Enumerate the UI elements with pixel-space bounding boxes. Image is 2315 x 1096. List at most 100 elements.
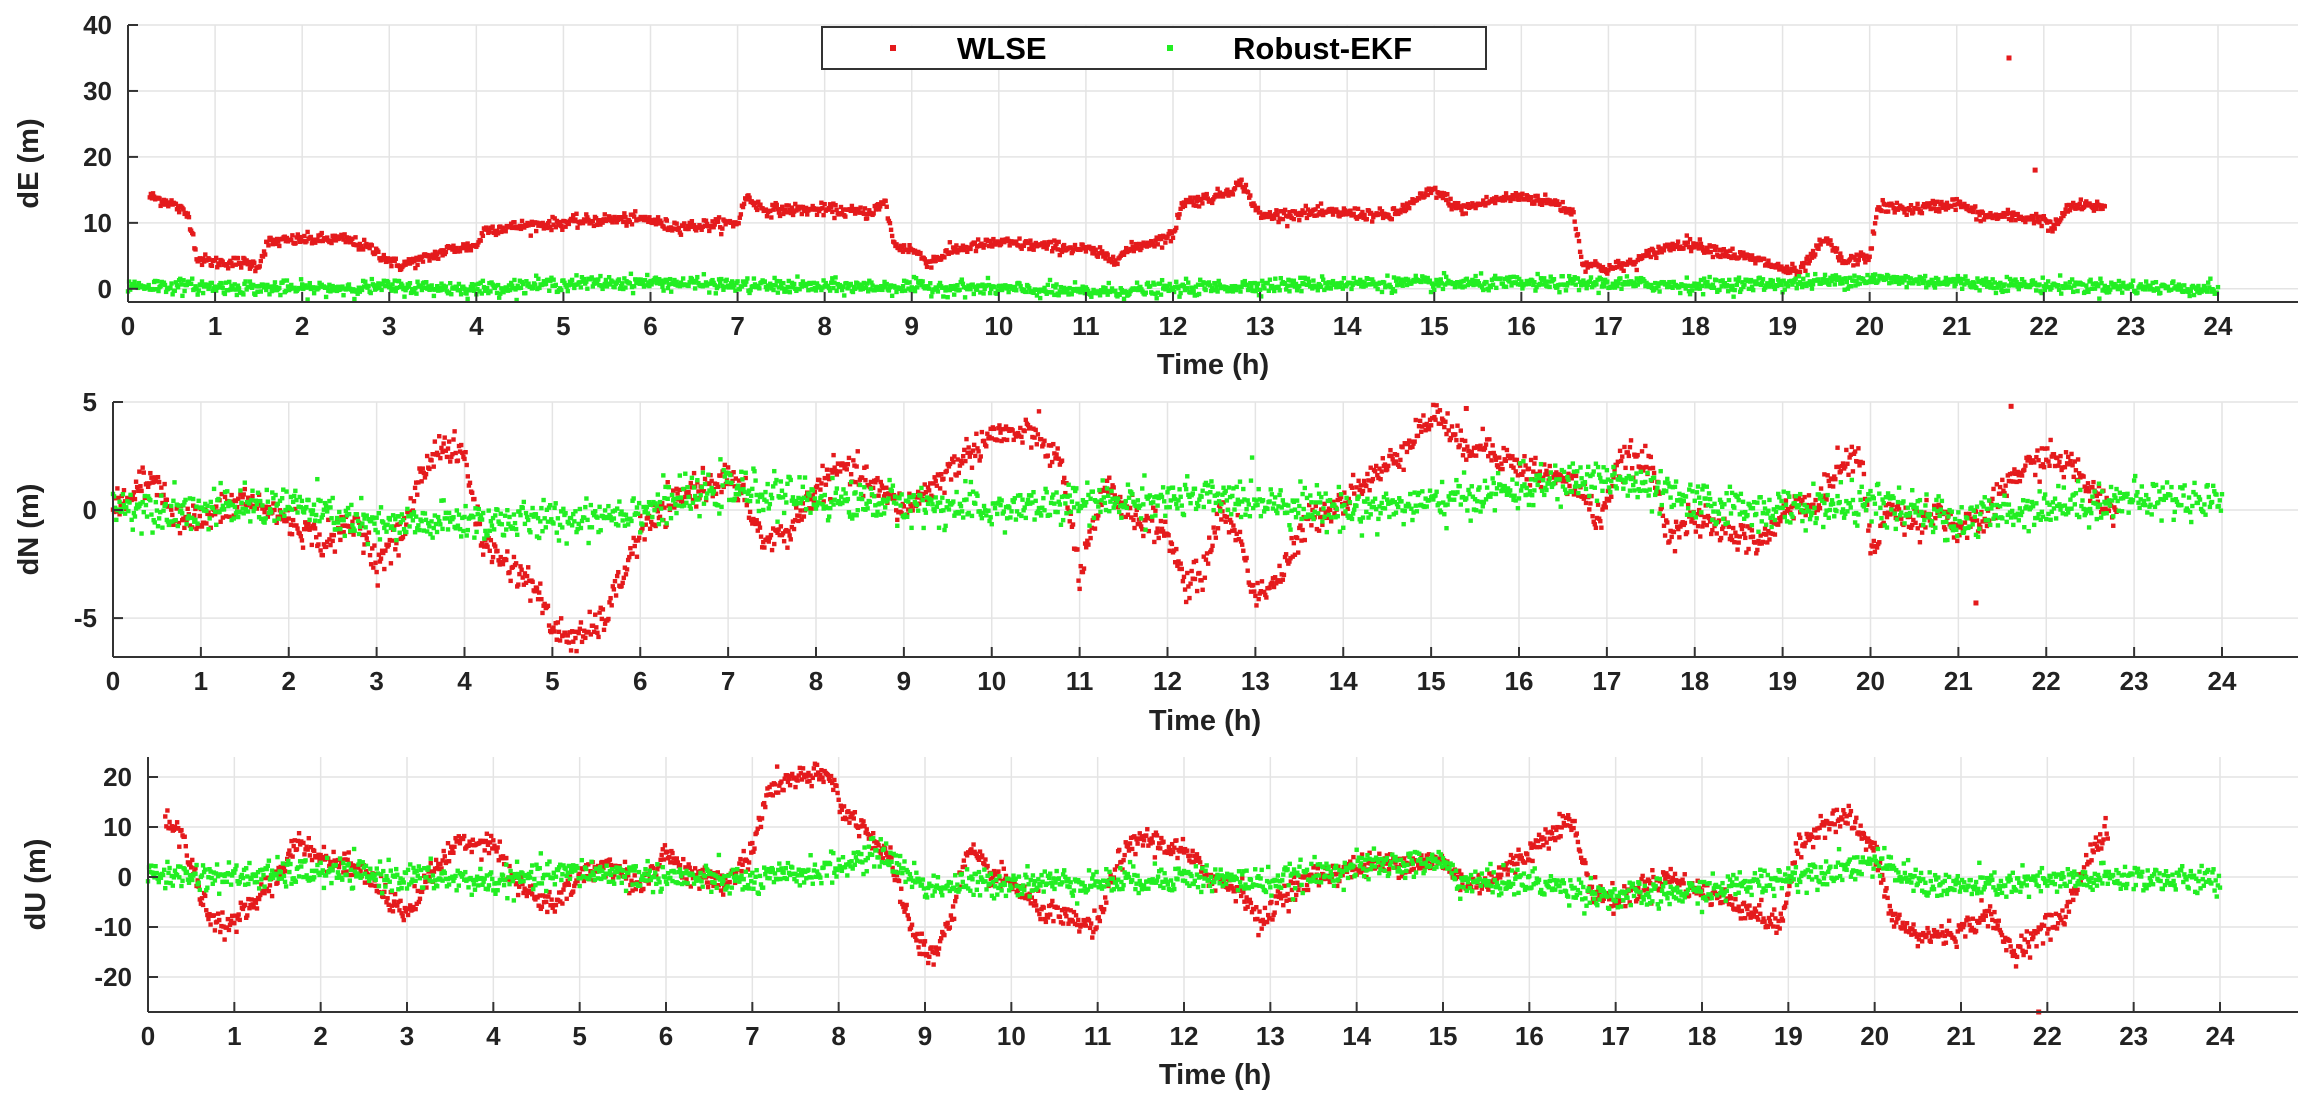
data-point bbox=[662, 505, 667, 510]
data-point bbox=[1629, 279, 1634, 284]
data-point bbox=[716, 215, 722, 220]
data-point bbox=[934, 286, 939, 292]
data-point bbox=[1927, 204, 1932, 209]
data-point bbox=[1034, 293, 1040, 298]
data-point bbox=[1581, 278, 1586, 283]
data-point bbox=[1284, 287, 1289, 292]
data-point bbox=[680, 276, 686, 281]
data-point bbox=[978, 454, 983, 459]
data-point bbox=[1302, 210, 1307, 216]
data-point bbox=[272, 507, 277, 513]
data-point bbox=[884, 204, 889, 209]
data-point bbox=[1813, 271, 1818, 277]
data-point bbox=[1010, 428, 1015, 433]
data-point bbox=[347, 240, 353, 245]
data-point bbox=[424, 280, 429, 285]
data-point bbox=[1621, 268, 1626, 273]
data-point bbox=[2073, 206, 2078, 211]
data-point bbox=[182, 288, 187, 294]
data-point bbox=[1097, 293, 1103, 298]
data-point bbox=[1387, 282, 1392, 288]
data-point bbox=[699, 227, 704, 232]
data-point bbox=[193, 284, 198, 289]
data-point bbox=[1317, 514, 1323, 520]
data-point bbox=[680, 500, 686, 506]
data-point bbox=[565, 633, 570, 638]
data-point bbox=[555, 620, 561, 625]
data-point bbox=[828, 497, 833, 502]
data-point bbox=[1011, 437, 1016, 443]
data-point bbox=[185, 211, 191, 216]
data-point bbox=[1493, 200, 1498, 206]
data-point bbox=[1252, 589, 1257, 594]
data-point bbox=[710, 277, 715, 283]
data-point bbox=[408, 496, 413, 501]
data-point bbox=[784, 289, 789, 294]
data-point bbox=[295, 526, 300, 531]
data-point bbox=[608, 215, 613, 220]
data-point bbox=[1150, 291, 1155, 296]
data-point bbox=[494, 228, 500, 234]
data-point bbox=[455, 458, 461, 463]
data-point bbox=[959, 461, 965, 466]
data-point bbox=[809, 506, 814, 511]
data-point bbox=[150, 191, 156, 196]
data-point bbox=[821, 499, 826, 504]
data-point bbox=[366, 530, 372, 535]
data-point bbox=[571, 639, 576, 644]
data-point bbox=[2077, 201, 2082, 207]
data-point bbox=[771, 207, 776, 212]
data-point bbox=[341, 530, 346, 535]
data-point bbox=[1014, 288, 1019, 293]
data-point bbox=[1634, 267, 1639, 273]
data-point bbox=[1080, 569, 1086, 575]
data-point bbox=[469, 281, 475, 287]
data-point bbox=[955, 457, 960, 462]
data-point bbox=[1100, 249, 1105, 254]
data-point bbox=[1018, 425, 1023, 431]
data-point bbox=[1804, 283, 1809, 289]
data-point bbox=[1855, 262, 1860, 267]
data-point bbox=[283, 288, 289, 294]
data-point bbox=[412, 485, 418, 491]
data-point bbox=[1619, 266, 1624, 271]
data-point bbox=[1854, 252, 1859, 257]
data-point bbox=[840, 284, 846, 290]
data-point bbox=[139, 488, 144, 494]
data-point bbox=[1798, 281, 1804, 286]
data-point bbox=[894, 289, 899, 295]
data-point bbox=[1770, 278, 1775, 284]
data-point bbox=[1057, 462, 1063, 467]
data-point bbox=[790, 212, 796, 218]
x-tick-label: 15 bbox=[1420, 311, 1449, 341]
data-point bbox=[392, 278, 397, 283]
data-point bbox=[185, 506, 190, 512]
data-point bbox=[1863, 260, 1868, 265]
data-point bbox=[1289, 535, 1294, 541]
data-point bbox=[2148, 284, 2153, 289]
data-point bbox=[1605, 271, 1610, 276]
data-point bbox=[1928, 206, 1933, 212]
data-point bbox=[709, 478, 714, 484]
data-point bbox=[825, 473, 831, 478]
data-point bbox=[855, 449, 860, 454]
data-point bbox=[733, 476, 739, 481]
data-point bbox=[1681, 246, 1686, 251]
data-point bbox=[241, 292, 246, 297]
y-axis-label: dE (m) bbox=[13, 118, 45, 208]
data-point bbox=[614, 220, 619, 225]
data-point bbox=[2075, 288, 2080, 294]
data-point bbox=[164, 497, 170, 503]
data-point bbox=[246, 259, 252, 265]
data-point bbox=[571, 213, 576, 218]
data-point bbox=[1157, 281, 1163, 286]
data-point bbox=[627, 281, 633, 286]
data-point bbox=[1302, 537, 1308, 543]
data-point bbox=[2022, 279, 2027, 285]
data-point bbox=[1718, 254, 1723, 260]
data-point bbox=[510, 283, 515, 288]
data-point bbox=[1892, 210, 1897, 215]
data-point bbox=[1806, 261, 1811, 266]
data-point bbox=[773, 283, 778, 288]
data-point bbox=[616, 277, 622, 282]
